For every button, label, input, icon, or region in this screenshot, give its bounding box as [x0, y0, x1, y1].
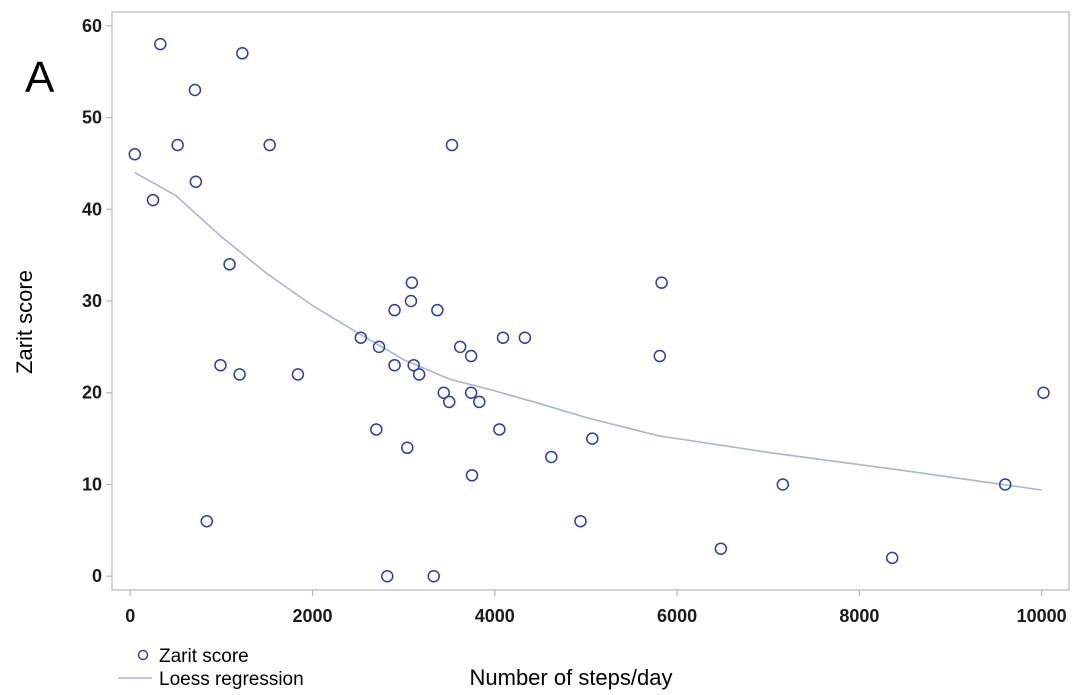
data-point [188, 83, 202, 97]
data-point [370, 423, 383, 436]
data-point [128, 147, 142, 161]
data-point [404, 294, 418, 308]
data-point [431, 303, 444, 317]
y-tick-label: 60 [82, 16, 102, 36]
x-tick-label: 6000 [657, 606, 697, 626]
legend-label-points: Zarit score [159, 646, 249, 667]
data-point [998, 478, 1012, 491]
legend-label-line: Loess regression [159, 669, 304, 690]
data-point [586, 432, 599, 445]
data-point [146, 193, 160, 207]
data-points [128, 37, 1050, 583]
y-tick-label: 10 [82, 474, 102, 494]
plot-frame [111, 11, 1070, 591]
legend: Zarit score Loess regression [118, 646, 304, 690]
data-point [372, 340, 386, 354]
data-point [236, 47, 249, 60]
legend-marker-circle-icon [137, 649, 149, 661]
y-tick-label: 50 [82, 108, 102, 128]
x-tick-label: 2000 [292, 606, 332, 626]
y-axis: 0 10 20 30 40 50 60 [82, 16, 112, 586]
data-point [453, 340, 467, 354]
data-point [518, 331, 532, 344]
data-point [154, 37, 167, 51]
x-tick-label: 10000 [1017, 606, 1067, 626]
data-point [388, 358, 401, 372]
y-tick-label: 40 [82, 199, 102, 219]
data-point [653, 349, 667, 363]
data-point [465, 469, 479, 482]
data-point [405, 276, 419, 289]
data-point [263, 138, 276, 152]
data-point [714, 542, 728, 555]
data-point [442, 395, 456, 409]
data-point [437, 386, 451, 399]
data-point [464, 349, 478, 363]
x-tick-label: 4000 [475, 606, 515, 626]
y-tick-label: 0 [92, 566, 102, 586]
x-tick-label: 0 [125, 606, 135, 626]
data-point [776, 478, 790, 491]
data-point [655, 276, 668, 289]
data-point [412, 368, 426, 381]
data-point [354, 331, 368, 344]
x-axis-title: Number of steps/day [470, 665, 673, 690]
data-point [493, 423, 506, 436]
data-point [381, 569, 394, 583]
y-tick-label: 20 [82, 383, 102, 403]
data-point [445, 138, 459, 152]
y-tick-label: 30 [82, 291, 102, 311]
loess-regression-line [134, 171, 1042, 491]
x-tick-label: 8000 [839, 606, 879, 626]
data-point [464, 386, 478, 399]
data-point [885, 551, 899, 565]
data-point [223, 258, 236, 271]
data-point [233, 368, 246, 381]
data-point [1037, 386, 1050, 399]
data-point [427, 569, 440, 583]
panel-label: A [25, 53, 55, 102]
data-point [214, 358, 227, 372]
data-point [189, 175, 203, 188]
data-point [401, 441, 414, 455]
data-point [496, 331, 510, 344]
data-point [407, 358, 420, 372]
data-point [473, 395, 486, 409]
data-point [171, 138, 184, 152]
data-point [200, 514, 214, 528]
y-axis-title: Zarit score [12, 270, 37, 374]
data-point [574, 514, 587, 528]
data-point [291, 368, 305, 381]
data-point [388, 303, 401, 317]
data-point [545, 450, 558, 464]
x-axis: 0 2000 4000 6000 8000 10000 [125, 590, 1067, 626]
